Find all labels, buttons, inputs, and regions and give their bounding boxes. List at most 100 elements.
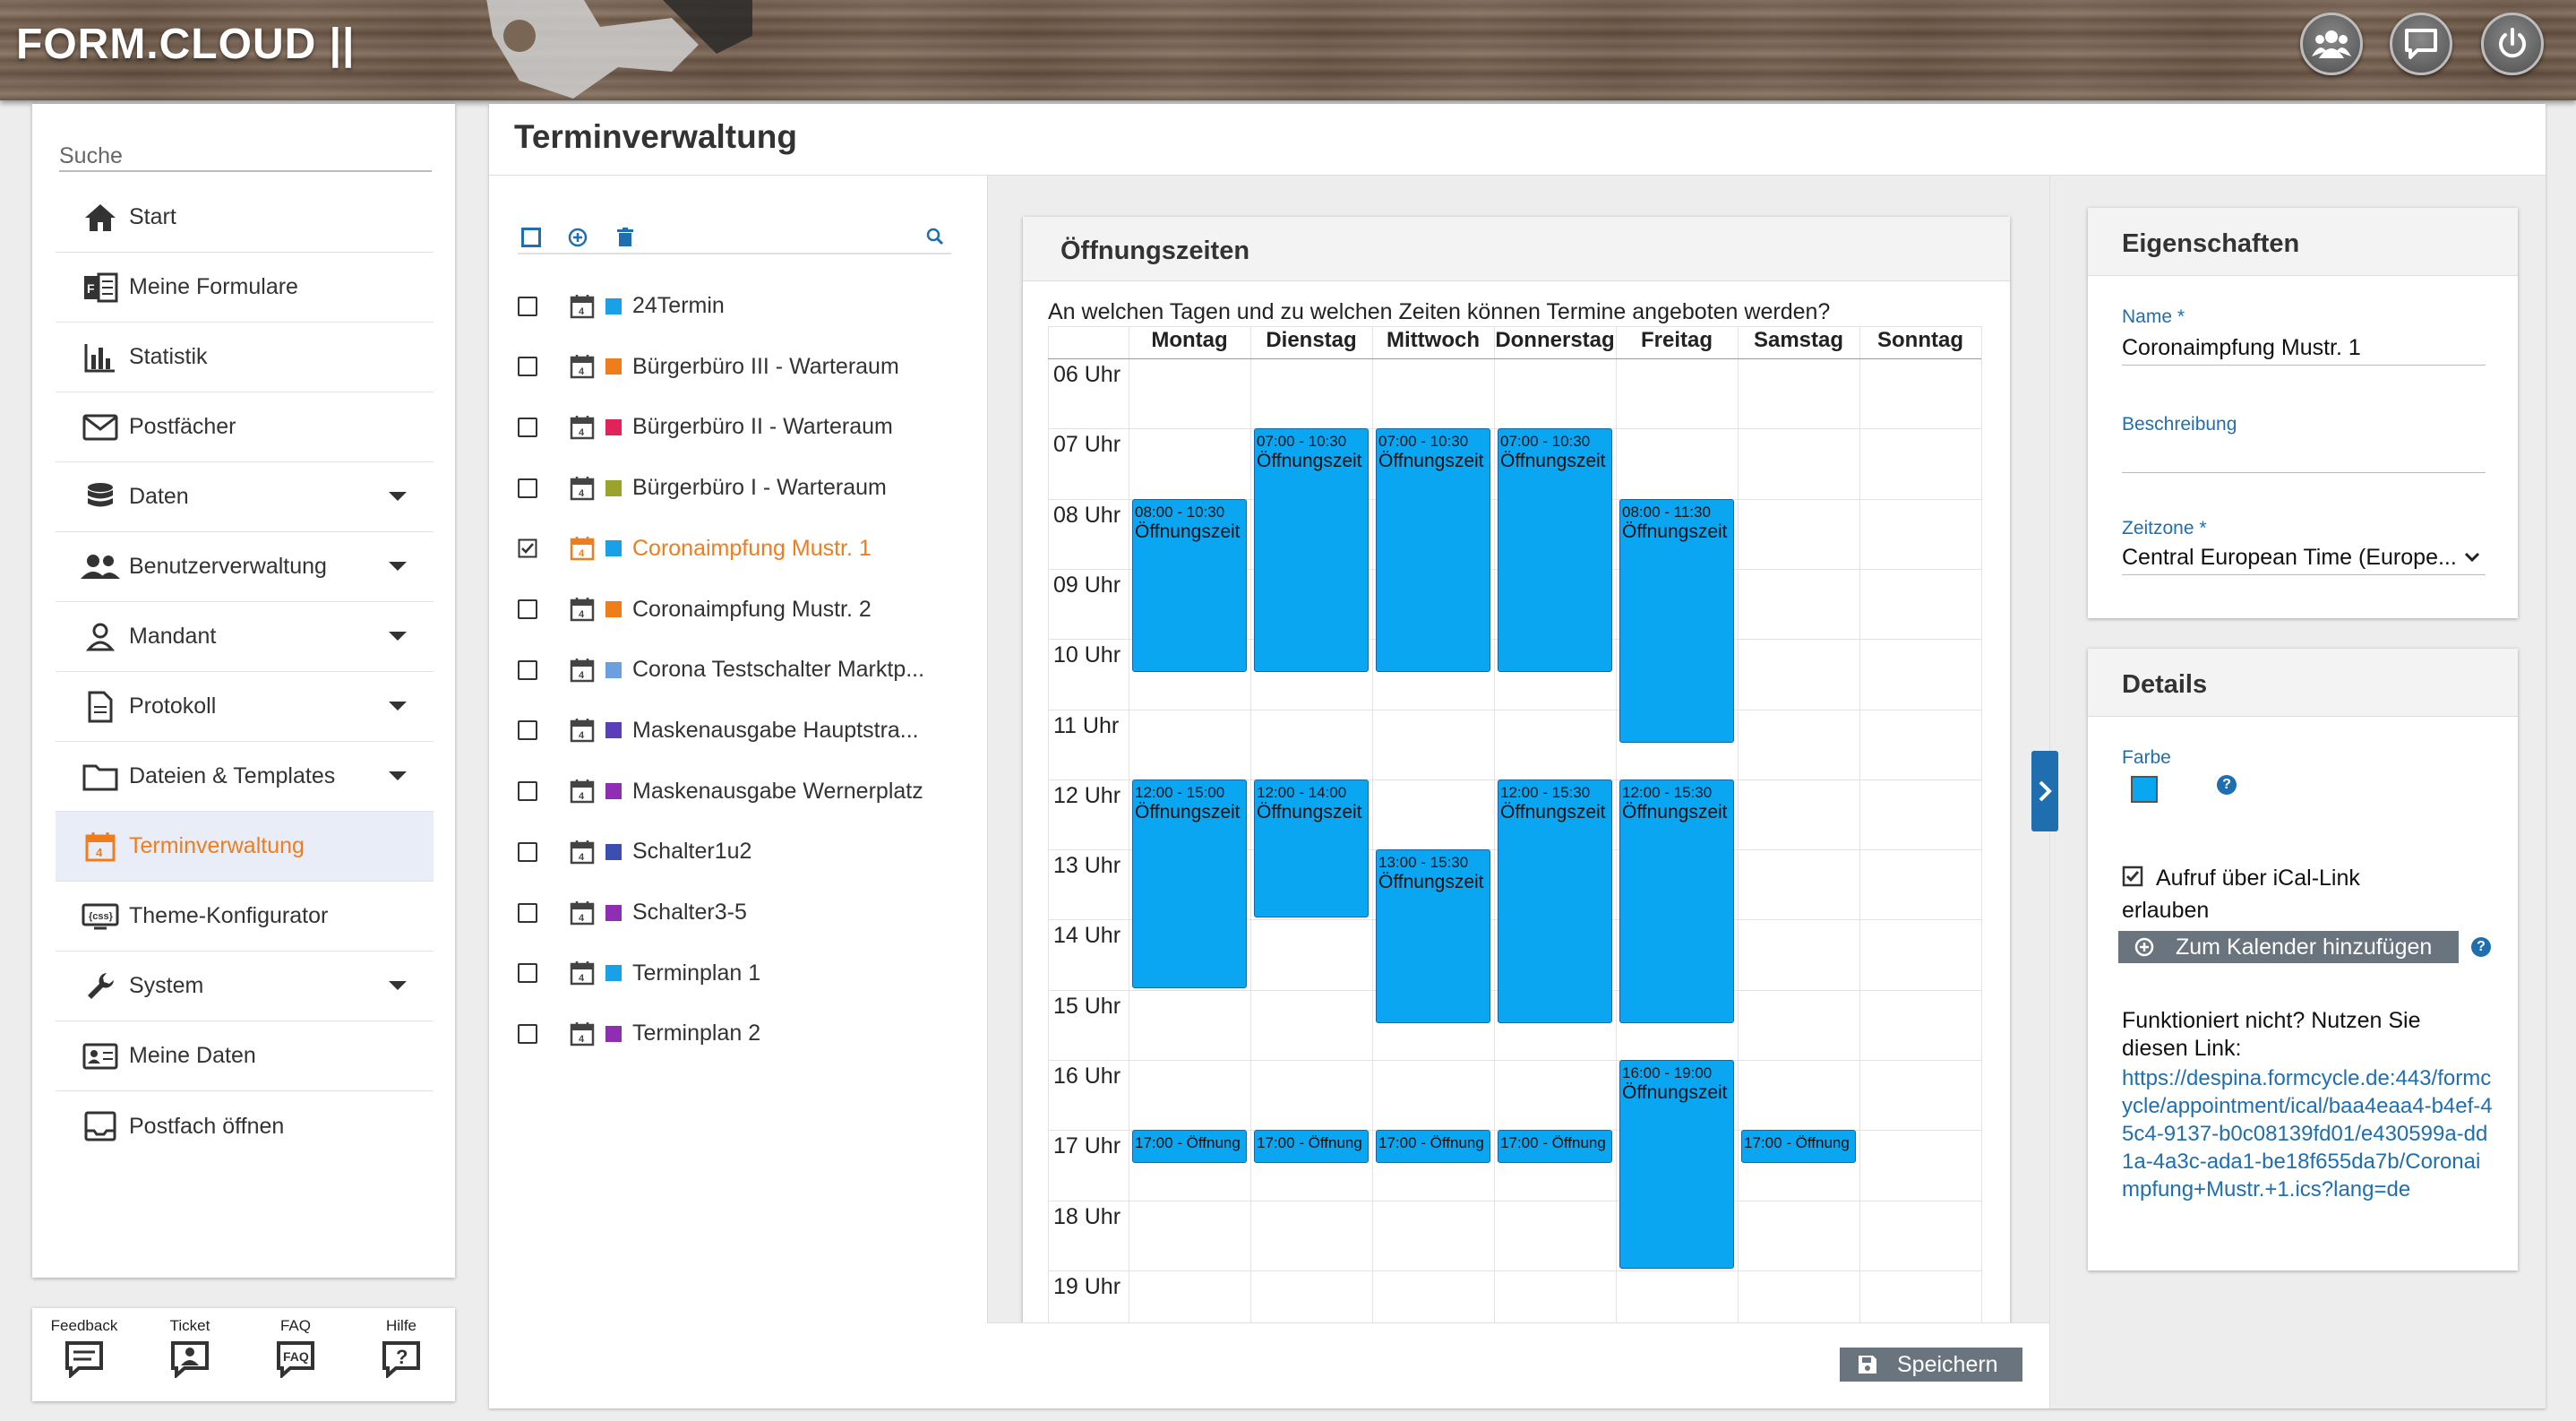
- select-all-checkbox[interactable]: [521, 228, 541, 252]
- trash-icon[interactable]: [616, 228, 634, 252]
- opening-time-event[interactable]: 17:00 - Öffnung: [1254, 1130, 1369, 1164]
- planner-name: 24Termin: [632, 293, 725, 318]
- sidebar-item-meine-formulare[interactable]: F Meine Formulare: [56, 253, 434, 323]
- app-logo[interactable]: FORM.CLOUD ||: [16, 21, 356, 68]
- sidebar-item-benutzerverwaltung[interactable]: Benutzerverwaltung: [56, 532, 434, 602]
- sidebar-item-label: Mandant: [129, 624, 217, 649]
- color-picker[interactable]: [2131, 776, 2158, 803]
- planner-list-item[interactable]: 4 Schalter3-5: [518, 883, 957, 943]
- sidebar-item-statistik[interactable]: Statistik: [56, 323, 434, 392]
- planner-checkbox[interactable]: [518, 841, 537, 862]
- planner-list-item[interactable]: 4 Maskenausgabe Wernerplatz: [518, 762, 957, 822]
- faq-button[interactable]: FAQ FAQ: [260, 1317, 331, 1378]
- sidebar-item-mandant[interactable]: Mandant: [56, 602, 434, 672]
- planner-list-item[interactable]: 4 Bürgerbüro III - Warteraum: [518, 337, 957, 397]
- floppy-icon: [1859, 1356, 1876, 1374]
- planner-checkbox[interactable]: [518, 781, 537, 802]
- opening-time-event[interactable]: 07:00 - 10:30 Öffnungszeit: [1376, 428, 1490, 673]
- planner-checkbox[interactable]: [518, 963, 537, 984]
- planner-list-item[interactable]: 4 Bürgerbüro I - Warteraum: [518, 458, 957, 518]
- opening-time-event[interactable]: 17:00 - Öffnung: [1376, 1130, 1490, 1164]
- save-button[interactable]: Speichern: [1840, 1348, 2022, 1382]
- svg-text:4: 4: [579, 366, 585, 377]
- sidebar-search-input[interactable]: Suche: [59, 140, 432, 172]
- description-field[interactable]: [2122, 443, 2486, 473]
- sidebar-item-theme-konfigurator[interactable]: {css} Theme-Konfigurator: [56, 882, 434, 952]
- sidebar-item-system[interactable]: System: [56, 952, 434, 1021]
- calendar-help-icon[interactable]: ?: [2471, 937, 2491, 957]
- day-header: Montag: [1151, 328, 1228, 352]
- planner-checkbox[interactable]: [518, 538, 537, 558]
- opening-time-event[interactable]: 12:00 - 15:30 Öffnungszeit: [1498, 779, 1612, 1023]
- sidebar-item-meine-daten[interactable]: Meine Daten: [56, 1021, 434, 1091]
- sidebar-item-label: Benutzerverwaltung: [129, 554, 327, 579]
- logout-button[interactable]: [2481, 13, 2544, 75]
- sidebar-item-postfach-oeffnen[interactable]: Postfach öffnen: [56, 1091, 434, 1161]
- details-title: Details: [2088, 649, 2518, 717]
- chat-button[interactable]: [2390, 13, 2452, 75]
- help-button[interactable]: Hilfe ?: [365, 1317, 437, 1378]
- opening-time-event[interactable]: 17:00 - Öffnung: [1132, 1130, 1247, 1164]
- opening-time-event[interactable]: 17:00 - Öffnung: [1498, 1130, 1612, 1164]
- opening-time-event[interactable]: 17:00 - Öffnung: [1741, 1130, 1856, 1164]
- sidebar-item-start[interactable]: Start: [56, 183, 434, 253]
- opening-time-event[interactable]: 12:00 - 15:30 Öffnungszeit: [1619, 779, 1734, 1023]
- planner-checkbox[interactable]: [518, 1023, 537, 1044]
- planner-list-item[interactable]: 4 Schalter1u2: [518, 822, 957, 882]
- event-time: 08:00 - 10:30: [1135, 503, 1225, 521]
- opening-time-event[interactable]: 12:00 - 14:00 Öffnungszeit: [1254, 779, 1369, 918]
- collapse-panel-toggle[interactable]: [2031, 751, 2058, 831]
- users-button[interactable]: [2300, 13, 2363, 75]
- planner-list-item[interactable]: 4 Terminplan 2: [518, 1003, 957, 1064]
- planner-checkbox[interactable]: [518, 599, 537, 619]
- planner-color-swatch: [605, 540, 622, 557]
- opening-time-event[interactable]: 12:00 - 15:00 Öffnungszeit: [1132, 779, 1247, 988]
- planner-list-item[interactable]: 4 Corona Testschalter Marktp...: [518, 640, 957, 700]
- planner-list-item[interactable]: 4 Coronaimpfung Mustr. 1: [518, 519, 957, 579]
- sidebar-item-dateien-templates[interactable]: Dateien & Templates: [56, 742, 434, 812]
- hour-label: 16 Uhr: [1053, 1064, 1121, 1089]
- planner-color-swatch: [605, 722, 622, 739]
- planner-list-item[interactable]: 4 Coronaimpfung Mustr. 2: [518, 580, 957, 640]
- planner-checkbox[interactable]: [518, 902, 537, 923]
- planner-checkbox[interactable]: [518, 720, 537, 741]
- hour-label: 09 Uhr: [1053, 572, 1121, 598]
- name-field[interactable]: Coronaimpfung Mustr. 1: [2122, 335, 2486, 366]
- title-divider: [489, 175, 2546, 176]
- sidebar-item-postfaecher[interactable]: Postfächer: [56, 392, 434, 462]
- hour-label: 06 Uhr: [1053, 362, 1121, 387]
- feedback-button[interactable]: Feedback: [48, 1317, 120, 1378]
- hour-label: 19 Uhr: [1053, 1273, 1121, 1299]
- opening-time-event[interactable]: 08:00 - 10:30 Öffnungszeit: [1132, 498, 1247, 673]
- planner-checkbox[interactable]: [518, 478, 537, 498]
- add-circle-icon[interactable]: [568, 228, 588, 252]
- add-to-calendar-button[interactable]: Zum Kalender hinzufügen: [2118, 931, 2459, 963]
- planner-checkbox[interactable]: [518, 417, 537, 437]
- sidebar-item-protokoll[interactable]: Protokoll: [56, 672, 434, 742]
- ical-checkbox-row[interactable]: Aufruf über iCal-Link erlauben: [2122, 866, 2360, 923]
- sidebar-item-daten[interactable]: Daten: [56, 462, 434, 532]
- search-icon[interactable]: [926, 228, 944, 250]
- ical-link[interactable]: https://despina.formcycle.de:443/formcyc…: [2122, 1066, 2493, 1201]
- planner-list-item[interactable]: 4 Maskenausgabe Hauptstra...: [518, 701, 957, 761]
- week-calendar[interactable]: Montag Dienstag Mittwoch Donnerstag Freitag S…: [1048, 326, 1982, 1337]
- timezone-select[interactable]: Central European Time (Europe...: [2122, 545, 2486, 575]
- planner-list-item[interactable]: 4 Bürgerbüro II - Warteraum: [518, 397, 957, 457]
- grid-column-line: [1494, 326, 1495, 1337]
- opening-time-event[interactable]: 07:00 - 10:30 Öffnungszeit: [1498, 428, 1612, 673]
- ical-checkbox[interactable]: [2122, 866, 2143, 887]
- opening-time-event[interactable]: 16:00 - 19:00 Öffnungszeit: [1619, 1060, 1734, 1269]
- color-help-icon[interactable]: ?: [2217, 775, 2237, 795]
- calendar-icon: 4: [570, 900, 595, 925]
- opening-time-event[interactable]: 08:00 - 11:30 Öffnungszeit: [1619, 498, 1734, 743]
- planner-list-item[interactable]: 4 24Termin: [518, 276, 957, 336]
- opening-time-event[interactable]: 13:00 - 15:30 Öffnungszeit: [1376, 849, 1490, 1023]
- planner-list-item[interactable]: 4 Terminplan 1: [518, 943, 957, 1003]
- event-time: 12:00 - 15:30: [1500, 783, 1591, 801]
- opening-time-event[interactable]: 07:00 - 10:30 Öffnungszeit: [1254, 428, 1369, 673]
- ticket-button[interactable]: Ticket: [154, 1317, 226, 1378]
- sidebar-item-terminverwaltung[interactable]: 4 Terminverwaltung: [56, 812, 434, 882]
- planner-checkbox[interactable]: [518, 296, 537, 316]
- planner-checkbox[interactable]: [518, 357, 537, 377]
- planner-checkbox[interactable]: [518, 659, 537, 680]
